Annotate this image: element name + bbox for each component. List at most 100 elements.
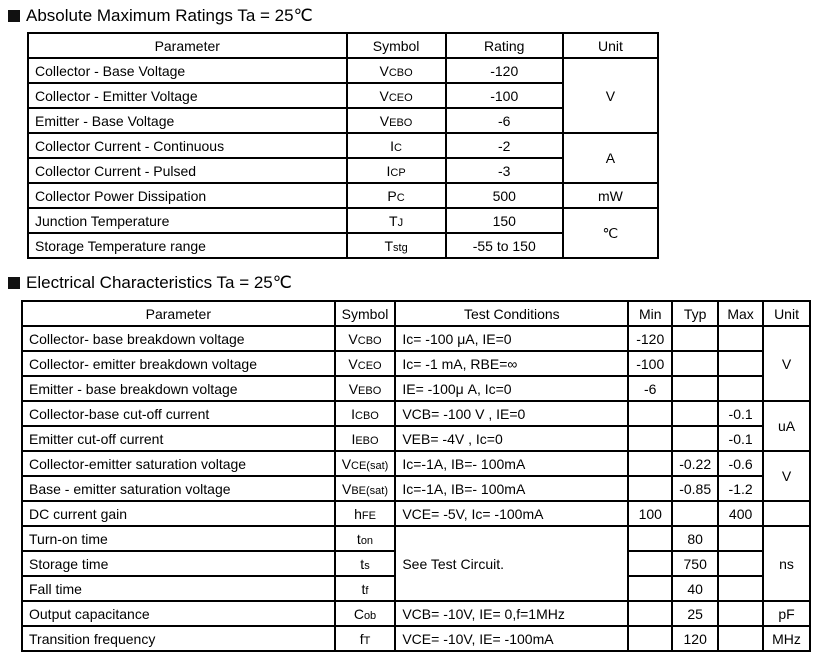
max-cell — [717, 525, 765, 552]
typ-cell: 120 — [671, 625, 720, 652]
abs-max-title: Absolute Maximum Ratings Ta = 25℃ — [8, 6, 313, 26]
unit-cell: V — [762, 325, 811, 402]
symbol-sub: EBO — [389, 116, 413, 129]
table-row: Collector - Emitter Voltage VCEO -100 — [27, 82, 658, 109]
symbol-cell: PC — [345, 182, 447, 209]
unit-cell: ns — [762, 525, 811, 602]
typ-cell — [671, 325, 720, 352]
symbol-cell: ton — [334, 525, 397, 552]
symbol-cell: ts — [334, 550, 397, 577]
symbol-sub: CE(sat) — [351, 459, 389, 472]
symbol-main: V — [348, 380, 359, 397]
symbol-cell: VCEO — [345, 82, 447, 109]
table-row: Collector- emitter breakdown voltage VCEO… — [21, 350, 810, 377]
abs-max-title-text: Absolute Maximum Ratings Ta = 25℃ — [26, 6, 313, 25]
parameter-cell: Emitter - base breakdown voltage — [21, 375, 336, 402]
column-header: Parameter — [27, 32, 348, 59]
max-cell: -0.1 — [717, 400, 765, 427]
symbol-cell: fT — [334, 625, 397, 652]
symbol-cell: VCE(sat) — [334, 450, 397, 477]
unit-cell: pF — [762, 600, 811, 627]
column-header: Symbol — [345, 32, 447, 59]
min-cell — [627, 550, 674, 577]
table-row: Collector - Base Voltage VCBO -120 V — [27, 57, 660, 134]
max-cell — [717, 600, 765, 627]
parameter-cell: Collector Current - Continuous — [27, 132, 348, 159]
symbol-sub: f — [365, 584, 369, 597]
typ-cell: 750 — [671, 550, 720, 577]
symbol-main: I — [390, 137, 395, 154]
table-row: Collector Power Dissipation PC 500 mW — [27, 182, 660, 209]
typ-cell: -0.85 — [671, 475, 720, 502]
max-cell: 400 — [717, 500, 765, 527]
table-row: Collector Current - Continuous IC -2 A — [27, 132, 660, 184]
symbol-sub: BE(sat) — [351, 484, 389, 497]
elec-char-title-text: Electrical Characteristics Ta = 25℃ — [26, 273, 292, 292]
test-conditions-cell: VEB= -4V , Ic=0 — [394, 425, 630, 452]
symbol-cell: Cob — [334, 600, 397, 627]
column-header: Rating — [445, 32, 564, 59]
table-row: Fall time tf 40 — [21, 575, 810, 602]
parameter-cell: Collector - Emitter Voltage — [27, 82, 348, 109]
column-header: Unit — [762, 300, 811, 327]
min-cell: -6 — [627, 375, 674, 402]
max-cell — [717, 325, 765, 352]
parameter-cell: Collector Current - Pulsed — [27, 157, 348, 184]
min-cell — [627, 450, 674, 477]
rating-cell: 150 — [445, 207, 564, 234]
parameter-cell: Emitter cut-off current — [21, 425, 336, 452]
parameter-cell: DC current gain — [21, 500, 336, 527]
unit-cell: mW — [562, 182, 660, 209]
symbol-sub: EBO — [355, 434, 379, 447]
rating-cell: -3 — [445, 157, 564, 184]
table-row: Collector Current - Pulsed ICP -3 — [27, 157, 658, 184]
symbol-sub: CBO — [357, 334, 382, 347]
symbol-sub: CBO — [388, 66, 413, 79]
symbol-cell: VEBO — [334, 375, 397, 402]
table-row: Emitter - Base Voltage VEBO -6 — [27, 107, 658, 134]
table-row: Base - emitter saturation voltage VBE(sat… — [21, 475, 810, 502]
symbol-main: I — [386, 162, 391, 179]
symbol-sub: on — [360, 534, 374, 547]
parameter-cell: Storage time — [21, 550, 336, 577]
parameter-cell: Transition frequency — [21, 625, 336, 652]
symbol-cell: Tstg — [345, 232, 447, 259]
symbol-main: T — [384, 237, 394, 254]
symbol-cell: hFE — [334, 500, 397, 527]
table-row: Storage Temperature range Tstg -55 to 150 — [27, 232, 658, 259]
symbol-sub: EBO — [358, 384, 382, 397]
symbol-main: V — [348, 355, 358, 372]
symbol-cell: IC — [345, 132, 447, 159]
max-cell — [717, 550, 765, 577]
test-conditions-cell: See Test Circuit. — [394, 525, 630, 602]
symbol-main: t — [360, 555, 365, 572]
test-conditions-cell: VCB= -100 V , IE=0 — [394, 400, 630, 427]
typ-cell: -0.22 — [671, 450, 720, 477]
symbol-sub: stg — [393, 241, 408, 254]
table-row: Junction Temperature TJ 150 ℃ — [27, 207, 660, 259]
parameter-cell: Collector- base breakdown voltage — [21, 325, 336, 352]
symbol-cell: VEBO — [345, 107, 447, 134]
column-header: Max — [717, 300, 765, 327]
symbol-main: V — [348, 330, 358, 347]
min-cell — [627, 600, 674, 627]
symbol-main: t — [356, 530, 361, 547]
symbol-cell: VCBO — [334, 325, 397, 352]
symbol-cell: IEBO — [334, 425, 397, 452]
symbol-sub: s — [364, 559, 370, 572]
rating-cell: -2 — [445, 132, 564, 159]
column-header: Typ — [671, 300, 720, 327]
min-cell — [627, 575, 674, 602]
symbol-main: f — [359, 630, 364, 647]
rating-cell: 500 — [445, 182, 564, 209]
symbol-main: I — [351, 430, 356, 447]
parameter-cell: Emitter - Base Voltage — [27, 107, 348, 134]
symbol-main: C — [353, 605, 364, 622]
typ-cell — [671, 375, 720, 402]
symbol-main: I — [351, 405, 356, 422]
elec-char-title: Electrical Characteristics Ta = 25℃ — [8, 273, 292, 293]
table-row: Turn-on time ton See Test Circuit. 80 ns — [21, 525, 811, 602]
test-conditions-cell: VCE= -10V, IE= -100mA — [394, 625, 630, 652]
parameter-cell: Collector Power Dissipation — [27, 182, 348, 209]
unit-cell: V — [562, 57, 660, 134]
